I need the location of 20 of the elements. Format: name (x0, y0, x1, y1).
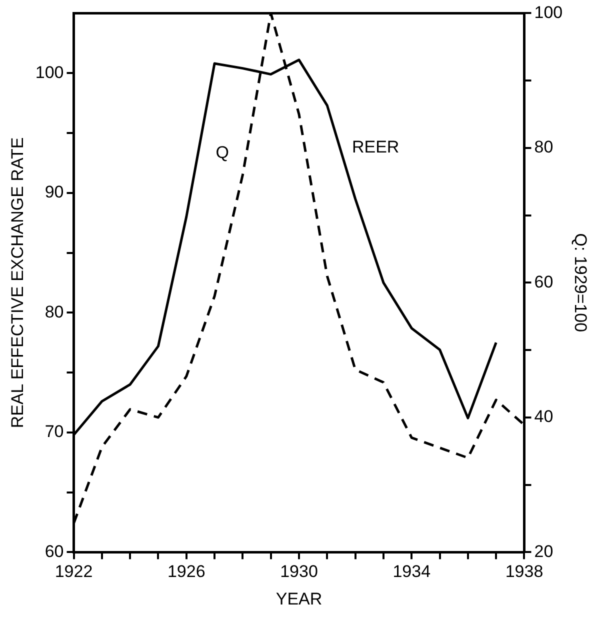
y2-tick-label: 20 (534, 542, 554, 561)
y2-tick-label: 40 (534, 407, 554, 426)
x-tick-label: 1934 (392, 562, 431, 582)
series-label: REER (352, 138, 400, 157)
y-tick-label: 80 (44, 302, 64, 322)
x-tick-label: 1938 (505, 562, 544, 582)
x-tick-label: 1926 (167, 562, 206, 582)
x-tick-label: 1930 (280, 562, 318, 582)
y-tick-label: 60 (44, 542, 64, 561)
y2-tick-label: 60 (534, 272, 554, 292)
y-axis-title: REAL EFFECTIVE EXCHANGE RATE (8, 137, 27, 428)
x-tick-label: 1922 (54, 562, 93, 582)
y-tick-label: 100 (35, 62, 64, 82)
y2-axis-title: Q: 1929=100 (571, 233, 590, 332)
series-label: Q (216, 143, 230, 162)
y2-tick-label: 80 (534, 138, 554, 157)
y-tick-label: 70 (44, 422, 64, 442)
x-axis-title: YEAR (276, 589, 322, 608)
y2-tick-label: 100 (534, 2, 563, 22)
y-tick-label: 90 (44, 182, 64, 202)
